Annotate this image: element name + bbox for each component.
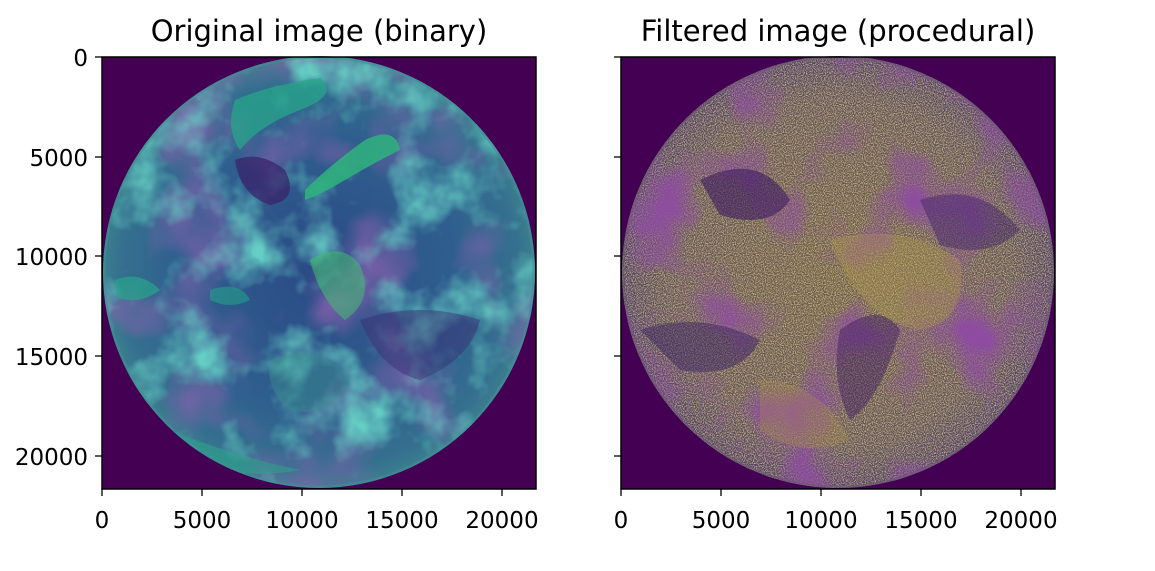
panel-original: Original image (binary): [15, 14, 539, 534]
xtick-label: 10000: [265, 508, 338, 534]
ytick-label: 20000: [15, 445, 88, 471]
xtick-label: 15000: [884, 508, 957, 534]
xtick-label: 0: [614, 508, 629, 534]
y-axis-original: 0 5000 10000 15000 20000: [15, 46, 102, 471]
xtick-label: 5000: [173, 508, 232, 534]
xtick-label: 0: [95, 508, 110, 534]
earth-disk-image-filtered: [622, 56, 1054, 488]
panel-filtered: Filtered image (procedural): [614, 14, 1058, 534]
earth-disk-image-original: [103, 56, 535, 488]
xtick-label: 15000: [365, 508, 438, 534]
panel-title-original: Original image (binary): [151, 14, 488, 48]
panel-title-filtered: Filtered image (procedural): [641, 14, 1036, 48]
xtick-label: 10000: [784, 508, 857, 534]
axes-frame-filtered: [620, 56, 1056, 490]
ytick-label: 15000: [15, 345, 88, 371]
xtick-label: 20000: [984, 508, 1057, 534]
ytick-label: 10000: [15, 245, 88, 271]
xtick-label: 20000: [465, 508, 538, 534]
axes-frame-original: [101, 56, 537, 490]
xtick-label: 5000: [692, 508, 751, 534]
x-axis-original: 0 5000 10000 15000 20000: [95, 489, 539, 534]
ytick-label: 0: [73, 46, 88, 72]
x-axis-filtered: 0 5000 10000 15000 20000: [614, 489, 1058, 534]
y-axis-filtered: [614, 56, 621, 457]
ytick-label: 5000: [29, 146, 88, 172]
